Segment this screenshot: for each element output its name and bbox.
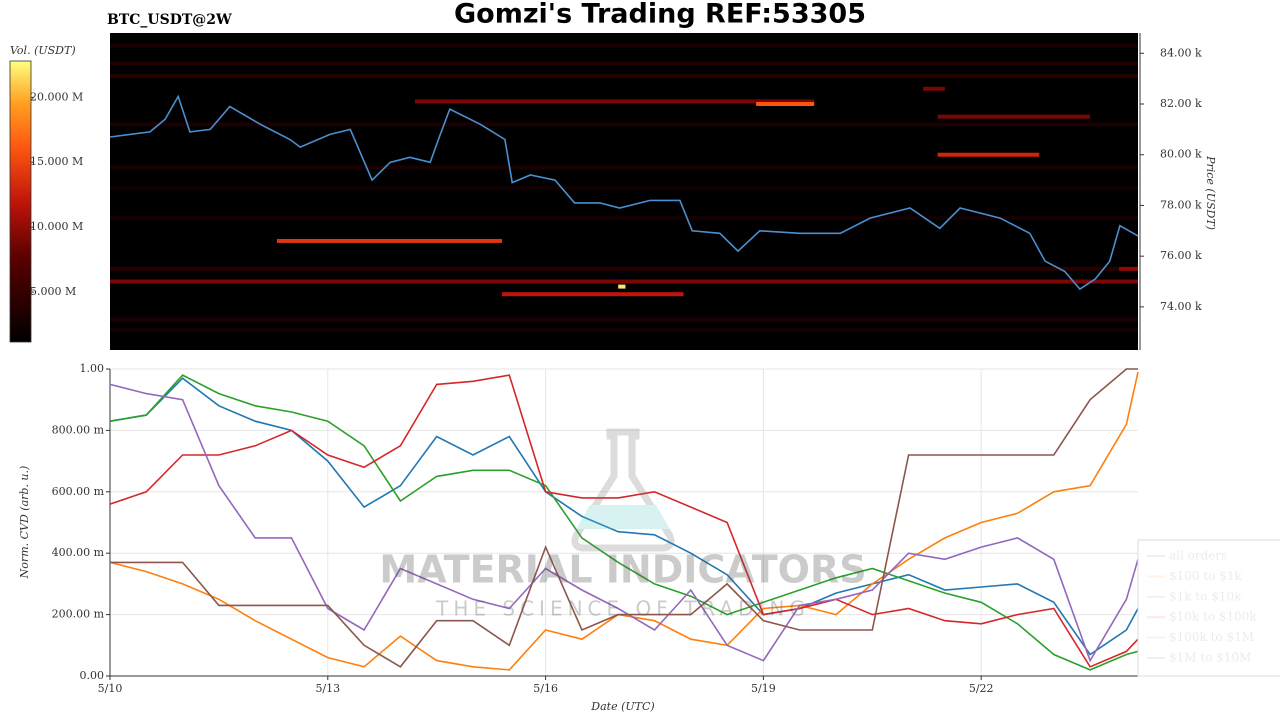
y-tick-label: 800.00 m [52, 423, 105, 436]
legend-box [1137, 539, 1280, 677]
x-tick-label: 5/22 [969, 682, 994, 695]
volume-level [618, 284, 626, 289]
colorbar-tick-label: 10.000 M [30, 220, 83, 233]
volume-level [1119, 266, 1138, 271]
y-tick-label: 82.00 k [1160, 97, 1202, 110]
volume-level [110, 216, 1138, 221]
y-tick-label: 80.00 k [1160, 148, 1202, 161]
x-tick-label: 5/16 [533, 682, 558, 695]
x-tick-label: 5/19 [751, 682, 776, 695]
cvd-line [109, 371, 1139, 671]
cvd-line [109, 374, 1139, 668]
volume-level [923, 86, 945, 91]
volume-level [937, 114, 1091, 119]
chart-title: Gomzi's Trading REF:53305 [454, 0, 866, 30]
volume-level [414, 99, 815, 104]
cvd-line [109, 377, 1139, 656]
volume-level [276, 238, 503, 243]
y-tick-label: 0.00 [80, 669, 105, 682]
y-tick-label: 200.00 m [52, 608, 105, 621]
volume-level [110, 122, 1138, 127]
cvd-line [109, 383, 1139, 663]
y-tick-label: 76.00 k [1160, 249, 1202, 262]
colorbar-tick-label: 5.000 M [30, 285, 76, 298]
colorbar [9, 60, 32, 343]
cvd-line [109, 374, 1139, 671]
volume-level [110, 279, 1138, 284]
volume-level [110, 327, 1138, 332]
watermark-icon [576, 505, 670, 529]
volume-level [110, 74, 1138, 79]
watermark-title: MATERIAL INDICATORS [379, 548, 866, 592]
y-tick-label: 74.00 k [1160, 300, 1202, 313]
volume-level [110, 43, 1138, 48]
y-tick-label: 84.00 k [1160, 46, 1202, 59]
subtitle: BTC_USDT@2W [107, 12, 232, 28]
y-axis-title: Price (USDT) [1204, 155, 1217, 230]
watermark-tagline: THE SCIENCE OF TRADING [435, 597, 810, 621]
cvd-line [110, 368, 1138, 668]
volume-level [110, 61, 1138, 66]
y-tick-label: 400.00 m [52, 546, 105, 559]
x-tick-label: 5/13 [315, 682, 340, 695]
y-tick-label: 78.00 k [1160, 198, 1202, 211]
volume-level [110, 317, 1138, 322]
colorbar-tick-label: 20.000 M [30, 90, 83, 103]
volume-level [502, 292, 684, 297]
heatmap-background [110, 33, 1138, 350]
volume-level [756, 102, 815, 107]
volume-level [110, 165, 1138, 170]
colorbar-tick-label: 15.000 M [30, 155, 83, 168]
x-tick-label: 5/10 [98, 682, 123, 695]
price-line [109, 94, 1139, 291]
volume-level [110, 266, 1138, 271]
y-tick-label: 1.00 [80, 362, 105, 375]
watermark-icon [571, 428, 675, 552]
colorbar-label: Vol. (USDT) [10, 44, 76, 57]
volume-level [937, 152, 1040, 157]
y-axis-title: Norm. CVD (arb. u.) [18, 466, 31, 580]
volume-level [110, 185, 1138, 190]
y-tick-label: 600.00 m [52, 485, 105, 498]
x-axis-title: Date (UTC) [590, 700, 654, 713]
watermark [571, 428, 675, 552]
